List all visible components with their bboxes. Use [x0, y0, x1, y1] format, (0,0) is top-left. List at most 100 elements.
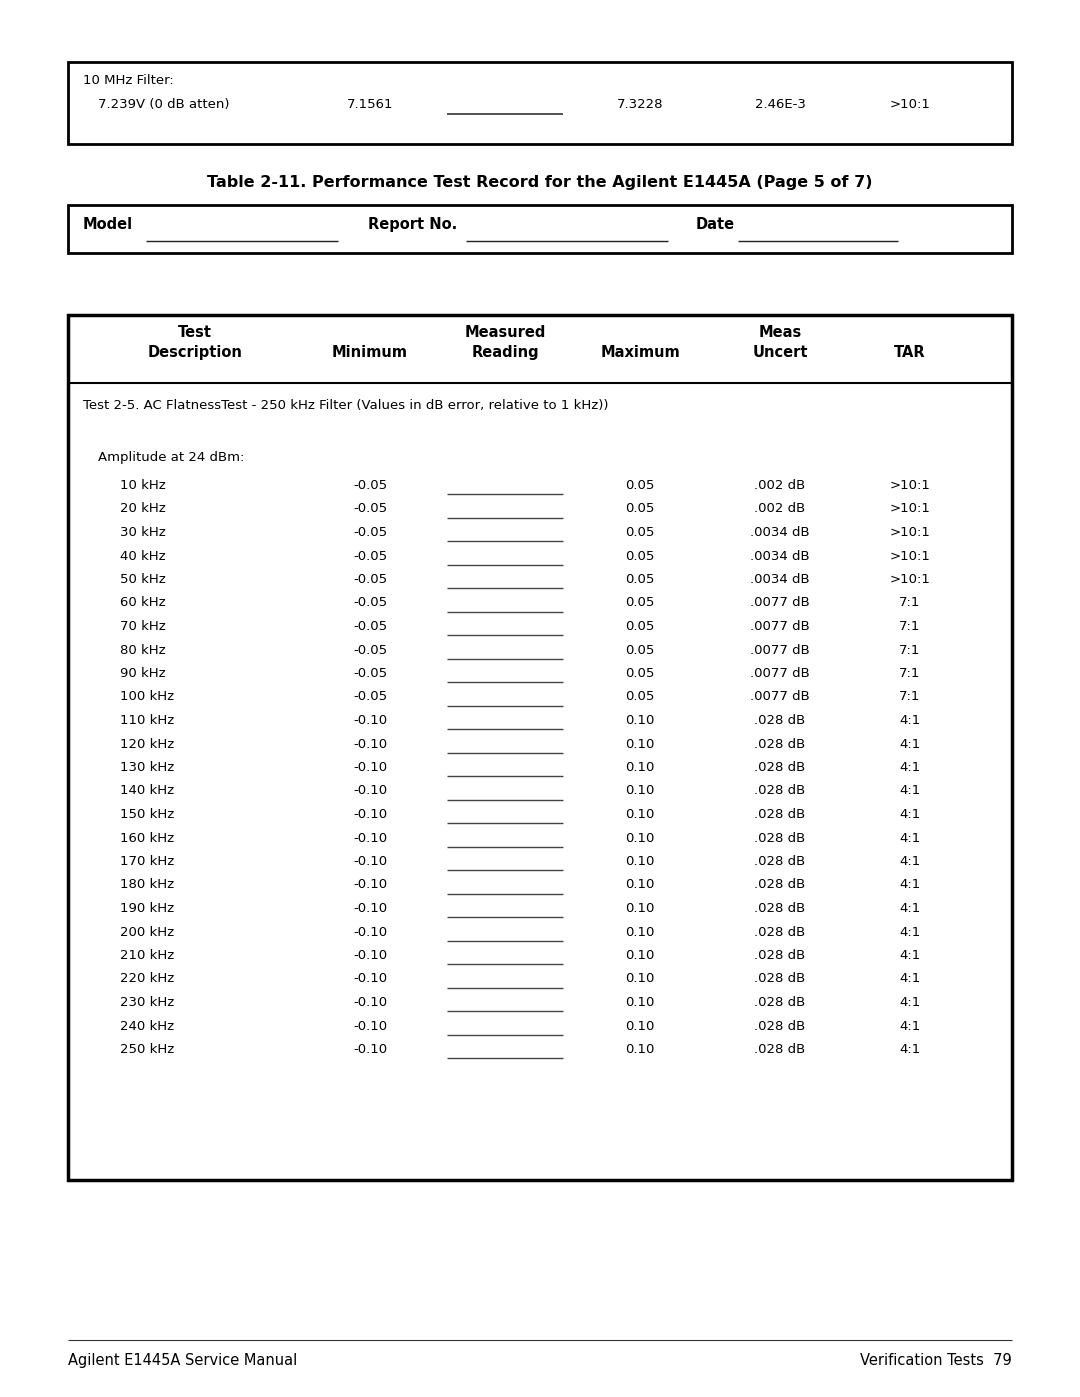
Text: .0034 dB: .0034 dB — [751, 549, 810, 563]
Text: .002 dB: .002 dB — [754, 479, 806, 492]
Text: 4:1: 4:1 — [900, 761, 920, 774]
Text: .0077 dB: .0077 dB — [751, 666, 810, 680]
Text: Model: Model — [83, 217, 133, 232]
Text: Test 2-5. AC FlatnessTest - 250 kHz Filter (Values in dB error, relative to 1 kH: Test 2-5. AC FlatnessTest - 250 kHz Filt… — [83, 400, 608, 412]
Text: 110 kHz: 110 kHz — [120, 714, 174, 726]
Text: 190 kHz: 190 kHz — [120, 902, 174, 915]
Text: .0077 dB: .0077 dB — [751, 644, 810, 657]
Text: -0.10: -0.10 — [353, 925, 387, 939]
Text: >10:1: >10:1 — [890, 479, 931, 492]
Text: -0.10: -0.10 — [353, 714, 387, 726]
Text: .002 dB: .002 dB — [754, 503, 806, 515]
Text: 180 kHz: 180 kHz — [120, 879, 174, 891]
Text: 0.10: 0.10 — [625, 1044, 654, 1056]
Text: 70 kHz: 70 kHz — [120, 620, 165, 633]
Text: 0.10: 0.10 — [625, 761, 654, 774]
Text: .028 dB: .028 dB — [754, 738, 806, 750]
Text: -0.10: -0.10 — [353, 761, 387, 774]
Text: -0.05: -0.05 — [353, 666, 387, 680]
Text: 4:1: 4:1 — [900, 879, 920, 891]
Text: 80 kHz: 80 kHz — [120, 644, 165, 657]
Text: 0.05: 0.05 — [625, 666, 654, 680]
Text: -0.10: -0.10 — [353, 785, 387, 798]
Text: 0.10: 0.10 — [625, 996, 654, 1009]
Text: >10:1: >10:1 — [890, 549, 931, 563]
Text: Table 2-11. Performance Test Record for the Agilent E1445A (Page 5 of 7): Table 2-11. Performance Test Record for … — [207, 175, 873, 190]
Text: .028 dB: .028 dB — [754, 714, 806, 726]
Text: 4:1: 4:1 — [900, 807, 920, 821]
Text: -0.05: -0.05 — [353, 690, 387, 704]
Text: 210 kHz: 210 kHz — [120, 949, 174, 963]
Text: .028 dB: .028 dB — [754, 1020, 806, 1032]
Text: 0.10: 0.10 — [625, 902, 654, 915]
Text: 200 kHz: 200 kHz — [120, 925, 174, 939]
Text: 60 kHz: 60 kHz — [120, 597, 165, 609]
Text: 7:1: 7:1 — [900, 644, 920, 657]
Text: 4:1: 4:1 — [900, 831, 920, 845]
Text: -0.10: -0.10 — [353, 1044, 387, 1056]
Text: 0.10: 0.10 — [625, 785, 654, 798]
Text: Date: Date — [696, 217, 735, 232]
Text: -0.10: -0.10 — [353, 996, 387, 1009]
Text: 0.10: 0.10 — [625, 855, 654, 868]
Text: 0.10: 0.10 — [625, 925, 654, 939]
Text: 0.05: 0.05 — [625, 690, 654, 704]
Text: Measured: Measured — [464, 326, 545, 339]
Text: 7:1: 7:1 — [900, 620, 920, 633]
Text: >10:1: >10:1 — [890, 527, 931, 539]
Bar — [68, 314, 1012, 1180]
Text: 7.3228: 7.3228 — [617, 98, 663, 110]
Text: 4:1: 4:1 — [900, 855, 920, 868]
Text: 0.05: 0.05 — [625, 644, 654, 657]
Text: -0.10: -0.10 — [353, 807, 387, 821]
Text: 0.05: 0.05 — [625, 549, 654, 563]
Text: -0.05: -0.05 — [353, 503, 387, 515]
Text: 50 kHz: 50 kHz — [120, 573, 165, 585]
Text: 0.10: 0.10 — [625, 1020, 654, 1032]
Text: >10:1: >10:1 — [890, 503, 931, 515]
Text: 2.46E-3: 2.46E-3 — [755, 98, 806, 110]
Text: .0077 dB: .0077 dB — [751, 597, 810, 609]
Text: 4:1: 4:1 — [900, 972, 920, 985]
Text: Meas: Meas — [758, 326, 801, 339]
Text: Amplitude at 24 dBm:: Amplitude at 24 dBm: — [98, 451, 244, 464]
Text: Description: Description — [148, 345, 242, 360]
Text: 120 kHz: 120 kHz — [120, 738, 174, 750]
Text: -0.10: -0.10 — [353, 738, 387, 750]
Text: 0.05: 0.05 — [625, 620, 654, 633]
Text: 4:1: 4:1 — [900, 1044, 920, 1056]
Text: 0.05: 0.05 — [625, 597, 654, 609]
Text: -0.05: -0.05 — [353, 597, 387, 609]
Text: Verification Tests  79: Verification Tests 79 — [861, 1354, 1012, 1368]
Text: .028 dB: .028 dB — [754, 855, 806, 868]
Text: 220 kHz: 220 kHz — [120, 972, 174, 985]
Text: 7.239V (0 dB atten): 7.239V (0 dB atten) — [98, 98, 229, 110]
Text: 140 kHz: 140 kHz — [120, 785, 174, 798]
Text: 4:1: 4:1 — [900, 1020, 920, 1032]
Text: 40 kHz: 40 kHz — [120, 549, 165, 563]
Text: 0.10: 0.10 — [625, 807, 654, 821]
Text: Test: Test — [178, 326, 212, 339]
Text: -0.10: -0.10 — [353, 831, 387, 845]
Text: 0.10: 0.10 — [625, 949, 654, 963]
Text: -0.05: -0.05 — [353, 549, 387, 563]
Text: -0.10: -0.10 — [353, 902, 387, 915]
Text: 0.10: 0.10 — [625, 972, 654, 985]
Text: -0.05: -0.05 — [353, 644, 387, 657]
Text: .0034 dB: .0034 dB — [751, 527, 810, 539]
Text: 7:1: 7:1 — [900, 597, 920, 609]
Text: 4:1: 4:1 — [900, 996, 920, 1009]
Text: 4:1: 4:1 — [900, 949, 920, 963]
Text: 0.10: 0.10 — [625, 831, 654, 845]
Text: Maximum: Maximum — [600, 345, 680, 360]
Text: -0.05: -0.05 — [353, 479, 387, 492]
Text: -0.10: -0.10 — [353, 1020, 387, 1032]
Text: 0.10: 0.10 — [625, 879, 654, 891]
Text: >10:1: >10:1 — [890, 98, 931, 110]
Text: TAR: TAR — [894, 345, 926, 360]
Text: .028 dB: .028 dB — [754, 761, 806, 774]
Text: 170 kHz: 170 kHz — [120, 855, 174, 868]
Text: 4:1: 4:1 — [900, 902, 920, 915]
Text: 130 kHz: 130 kHz — [120, 761, 174, 774]
Text: 4:1: 4:1 — [900, 738, 920, 750]
